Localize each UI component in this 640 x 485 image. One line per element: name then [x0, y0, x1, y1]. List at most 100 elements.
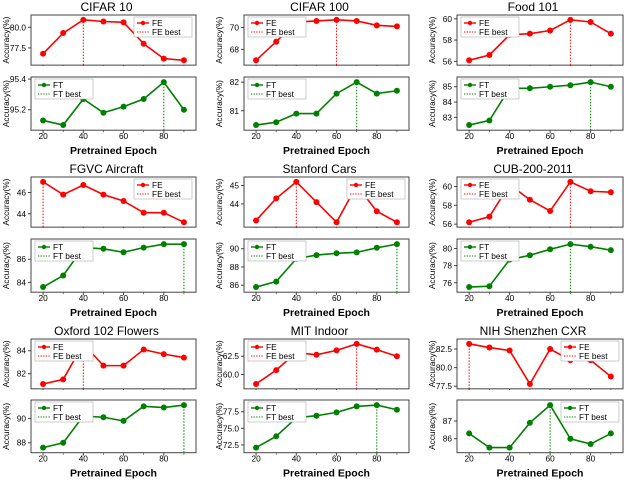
svg-text:90: 90	[230, 243, 240, 253]
svg-text:88: 88	[230, 262, 240, 272]
svg-text:46: 46	[17, 188, 27, 198]
svg-text:84: 84	[17, 277, 27, 287]
svg-text:FT best: FT best	[53, 89, 82, 99]
svg-text:20: 20	[38, 454, 48, 464]
svg-text:Accuracy(%): Accuracy(%)	[427, 241, 437, 288]
svg-text:Accuracy(%): Accuracy(%)	[1, 16, 11, 63]
svg-text:FT best: FT best	[53, 412, 82, 422]
svg-text:FE best: FE best	[479, 27, 508, 37]
svg-text:60: 60	[443, 182, 453, 192]
svg-text:Accuracy(%): Accuracy(%)	[1, 340, 11, 387]
svg-text:60: 60	[332, 293, 342, 303]
svg-text:88: 88	[17, 438, 27, 448]
svg-text:Accuracy(%): Accuracy(%)	[214, 403, 224, 450]
svg-text:60: 60	[546, 454, 556, 464]
svg-text:Pretrained Epoch: Pretrained Epoch	[497, 468, 584, 480]
svg-text:20: 20	[251, 131, 261, 141]
svg-text:80: 80	[159, 131, 169, 141]
svg-text:FE best: FE best	[152, 189, 181, 199]
svg-text:77.5: 77.5	[223, 407, 240, 417]
svg-text:40: 40	[505, 131, 515, 141]
svg-text:Pretrained Epoch: Pretrained Epoch	[283, 468, 370, 480]
svg-text:70: 70	[230, 23, 240, 33]
svg-text:FT best: FT best	[479, 251, 508, 261]
svg-text:60: 60	[546, 293, 556, 303]
svg-text:40: 40	[79, 454, 89, 464]
svg-text:Pretrained Epoch: Pretrained Epoch	[497, 307, 584, 319]
svg-text:Accuracy(%): Accuracy(%)	[214, 340, 224, 387]
svg-text:FT best: FT best	[53, 251, 82, 261]
svg-text:Accuracy(%): Accuracy(%)	[214, 241, 224, 288]
svg-text:95.4: 95.4	[10, 76, 27, 84]
svg-text:86: 86	[443, 434, 453, 444]
svg-text:FT best: FT best	[479, 89, 508, 99]
svg-text:FE best: FE best	[152, 27, 181, 37]
svg-text:80: 80	[586, 293, 596, 303]
svg-text:77.5: 77.5	[10, 43, 27, 53]
svg-text:80: 80	[372, 293, 382, 303]
svg-text:58: 58	[443, 201, 453, 211]
svg-text:Accuracy(%): Accuracy(%)	[1, 178, 11, 225]
svg-text:80: 80	[443, 243, 453, 253]
svg-text:FE best: FE best	[479, 189, 508, 199]
svg-text:58: 58	[443, 35, 453, 45]
svg-text:81: 81	[230, 105, 240, 115]
svg-text:Accuracy(%): Accuracy(%)	[427, 16, 437, 63]
svg-text:20: 20	[38, 131, 48, 141]
svg-text:84: 84	[443, 97, 453, 107]
svg-text:60: 60	[443, 14, 453, 24]
svg-text:60: 60	[546, 131, 556, 141]
svg-text:82: 82	[17, 369, 27, 379]
svg-text:95.2: 95.2	[10, 104, 27, 114]
svg-text:FE best: FE best	[365, 189, 394, 199]
svg-text:Accuracy(%): Accuracy(%)	[427, 403, 437, 450]
svg-text:80: 80	[586, 131, 596, 141]
svg-text:56: 56	[443, 219, 453, 228]
svg-text:20: 20	[251, 293, 261, 303]
svg-text:80.0: 80.0	[10, 22, 27, 32]
svg-text:Pretrained Epoch: Pretrained Epoch	[70, 145, 157, 157]
svg-text:Pretrained Epoch: Pretrained Epoch	[283, 307, 370, 319]
svg-text:68: 68	[230, 45, 240, 55]
svg-text:Accuracy(%): Accuracy(%)	[427, 178, 437, 225]
svg-text:80: 80	[159, 454, 169, 464]
svg-text:60: 60	[332, 131, 342, 141]
svg-text:62.5: 62.5	[223, 351, 240, 361]
svg-text:86: 86	[230, 280, 240, 290]
svg-text:Accuracy(%): Accuracy(%)	[427, 340, 437, 387]
svg-text:80: 80	[372, 454, 382, 464]
svg-text:56: 56	[443, 57, 453, 67]
svg-text:Pretrained Epoch: Pretrained Epoch	[283, 145, 370, 157]
svg-text:76: 76	[443, 277, 453, 287]
svg-text:60.0: 60.0	[223, 370, 240, 380]
svg-text:60: 60	[119, 131, 129, 141]
svg-text:40: 40	[292, 131, 302, 141]
svg-text:60: 60	[332, 454, 342, 464]
svg-text:78: 78	[443, 260, 453, 270]
svg-text:90: 90	[17, 414, 27, 424]
svg-text:80: 80	[586, 454, 596, 464]
svg-text:Accuracy(%): Accuracy(%)	[427, 79, 437, 126]
svg-text:80.0: 80.0	[436, 363, 453, 373]
svg-text:44: 44	[230, 199, 240, 209]
svg-text:87: 87	[443, 416, 453, 426]
svg-text:40: 40	[292, 454, 302, 464]
svg-text:Pretrained Epoch: Pretrained Epoch	[70, 468, 157, 480]
svg-text:Accuracy(%): Accuracy(%)	[1, 79, 11, 126]
svg-text:20: 20	[38, 293, 48, 303]
svg-text:FE best: FE best	[266, 27, 295, 37]
svg-text:45: 45	[230, 181, 240, 191]
svg-text:60: 60	[119, 293, 129, 303]
svg-text:77.5: 77.5	[436, 381, 453, 390]
svg-text:FE best: FE best	[266, 351, 295, 361]
svg-text:FE best: FE best	[53, 351, 82, 361]
svg-text:FT best: FT best	[266, 412, 295, 422]
svg-text:FT best: FT best	[579, 412, 608, 422]
svg-text:85: 85	[443, 81, 453, 91]
svg-text:FT best: FT best	[266, 89, 295, 99]
svg-text:Pretrained Epoch: Pretrained Epoch	[497, 145, 584, 157]
svg-text:80: 80	[372, 131, 382, 141]
svg-text:40: 40	[79, 131, 89, 141]
svg-text:Accuracy(%): Accuracy(%)	[214, 16, 224, 63]
svg-text:Accuracy(%): Accuracy(%)	[1, 403, 11, 450]
